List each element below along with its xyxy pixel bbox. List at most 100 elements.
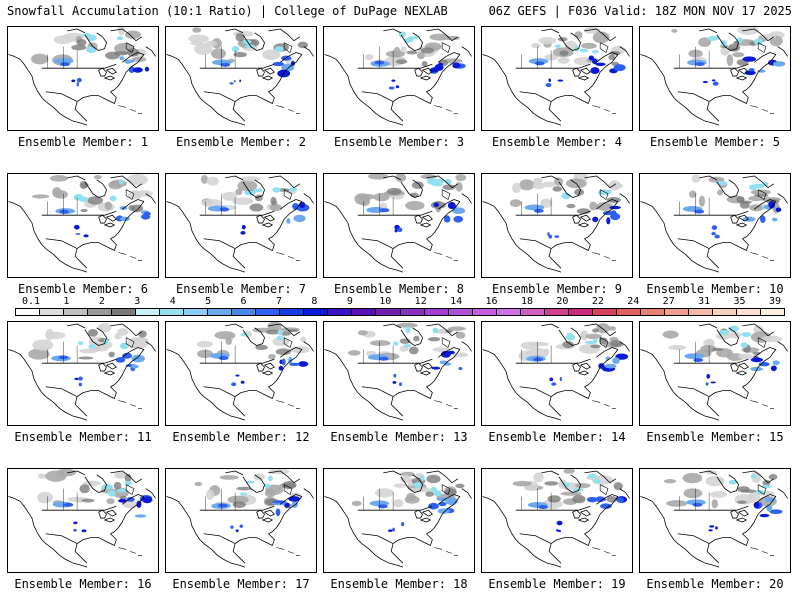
- snowfall-area: [533, 208, 544, 213]
- ensemble-member-label: Ensemble Member: 1: [17, 135, 149, 149]
- snowfall-area: [592, 216, 599, 223]
- snow-cover-area: [396, 322, 418, 328]
- snowfall-area: [452, 207, 466, 215]
- map-canvas: [8, 174, 156, 273]
- snowfall-area: [710, 381, 716, 384]
- snowfall-area: [244, 190, 256, 196]
- snowfall-area: [73, 521, 78, 525]
- snowfall-area: [284, 502, 290, 508]
- snow-cover-area: [127, 174, 148, 186]
- snowfall-area: [709, 525, 715, 528]
- snowfall-area: [118, 498, 127, 503]
- map-canvas: [324, 174, 472, 273]
- snow-cover-area: [214, 331, 236, 340]
- colorbar-swatch: [520, 309, 545, 315]
- snowfall-area: [572, 488, 584, 492]
- colorbar-tick-label: 4: [169, 296, 176, 307]
- colorbar-tick-label: 9: [346, 296, 353, 307]
- colorbar-labels: 0.1 1 2 3 4 5 6 7 8 9 10 12 14 16 18 20 22 24 27 31 35 39: [15, 296, 785, 308]
- snow-cover-area: [608, 54, 616, 61]
- colorbar-tick-label: 12: [414, 296, 427, 307]
- snowfall-area: [562, 482, 570, 488]
- colorbar-swatch: [424, 309, 449, 315]
- snow-cover-area: [81, 498, 95, 503]
- snowfall-area: [430, 486, 437, 493]
- snowfall-area: [116, 36, 124, 41]
- map-canvas: [482, 322, 630, 421]
- snowfall-area: [136, 500, 142, 508]
- snow-cover-area: [663, 479, 677, 484]
- snowfall-area: [458, 367, 463, 370]
- colorbar-tick-label: 27: [662, 296, 675, 307]
- snow-cover-area: [392, 499, 404, 508]
- snow-cover-area: [562, 341, 574, 349]
- snowfall-area: [76, 81, 79, 87]
- snow-cover-area: [206, 176, 219, 186]
- snowfall-area: [403, 344, 412, 348]
- snow-cover-area: [37, 491, 53, 504]
- colorbar-swatch: [16, 309, 41, 315]
- snow-cover-area: [512, 480, 532, 487]
- snow-cover-area: [445, 329, 453, 333]
- snowfall-area: [579, 48, 589, 53]
- snowfall-area: [559, 376, 562, 382]
- snow-cover-area: [590, 344, 601, 349]
- snowfall-area: [693, 358, 704, 363]
- ensemble-member-label: Ensemble Member: 18: [330, 577, 468, 591]
- map-canvas: [640, 323, 788, 421]
- snowfall-area: [231, 45, 240, 53]
- snow-cover-area: [31, 194, 50, 199]
- snowfall-area: [702, 81, 709, 84]
- snow-cover-area: [596, 322, 610, 334]
- snow-cover-area: [255, 344, 268, 351]
- ensemble-member-label: Ensemble Member: 20: [646, 577, 784, 591]
- snowfall-area: [601, 192, 607, 196]
- snow-cover-area: [249, 203, 264, 212]
- snow-cover-area: [581, 42, 597, 49]
- colorbar-swatch: [760, 309, 784, 315]
- snowfall-area: [736, 37, 743, 44]
- colorbar-swatch: [736, 309, 761, 315]
- snowfall-area: [610, 213, 621, 221]
- ensemble-member-label: Ensemble Member: 4: [491, 135, 623, 149]
- snowfall-area: [750, 474, 757, 479]
- snowfall-area: [59, 209, 70, 214]
- snowfall-area: [592, 58, 598, 65]
- snowfall-area: [443, 362, 452, 366]
- snow-cover-area: [610, 340, 622, 348]
- ensemble-member-label: Ensemble Member: 3: [333, 135, 465, 149]
- snow-cover-area: [607, 182, 624, 189]
- ensemble-member-map: [323, 173, 475, 278]
- snowfall-area: [401, 521, 405, 527]
- snow-cover-area: [560, 491, 582, 496]
- snowfall-area: [718, 329, 730, 335]
- colorbar-swatch: [88, 309, 113, 315]
- snowfall-area: [378, 504, 388, 509]
- ensemble-member-label: Ensemble Member: 7: [175, 282, 307, 296]
- snow-cover-area: [592, 31, 610, 44]
- ensemble-member-map: [481, 173, 633, 278]
- snow-cover-area: [45, 470, 67, 482]
- ensemble-member-map: [639, 26, 791, 131]
- snow-cover-area: [596, 202, 613, 211]
- snow-cover-area: [28, 348, 50, 360]
- snowfall-area: [252, 188, 263, 193]
- snow-cover-area: [688, 49, 703, 58]
- snowfall-area: [288, 496, 301, 502]
- snow-cover-area: [76, 38, 87, 47]
- snow-cover-area: [563, 469, 575, 474]
- snow-cover-area: [762, 479, 771, 487]
- snowfall-area: [609, 205, 621, 210]
- snowfall-area: [759, 513, 770, 518]
- snowfall-area: [533, 357, 543, 362]
- snowfall-area: [88, 344, 96, 349]
- snow-cover-area: [232, 501, 246, 508]
- snowfall-area: [277, 330, 283, 336]
- colorbar-swatch: [712, 309, 737, 315]
- snowfall-area: [595, 496, 605, 503]
- snow-cover-area: [45, 331, 66, 340]
- snowfall-area: [453, 215, 464, 223]
- snow-cover-area: [711, 347, 724, 351]
- snow-cover-area: [253, 473, 265, 481]
- colorbar: [15, 308, 785, 316]
